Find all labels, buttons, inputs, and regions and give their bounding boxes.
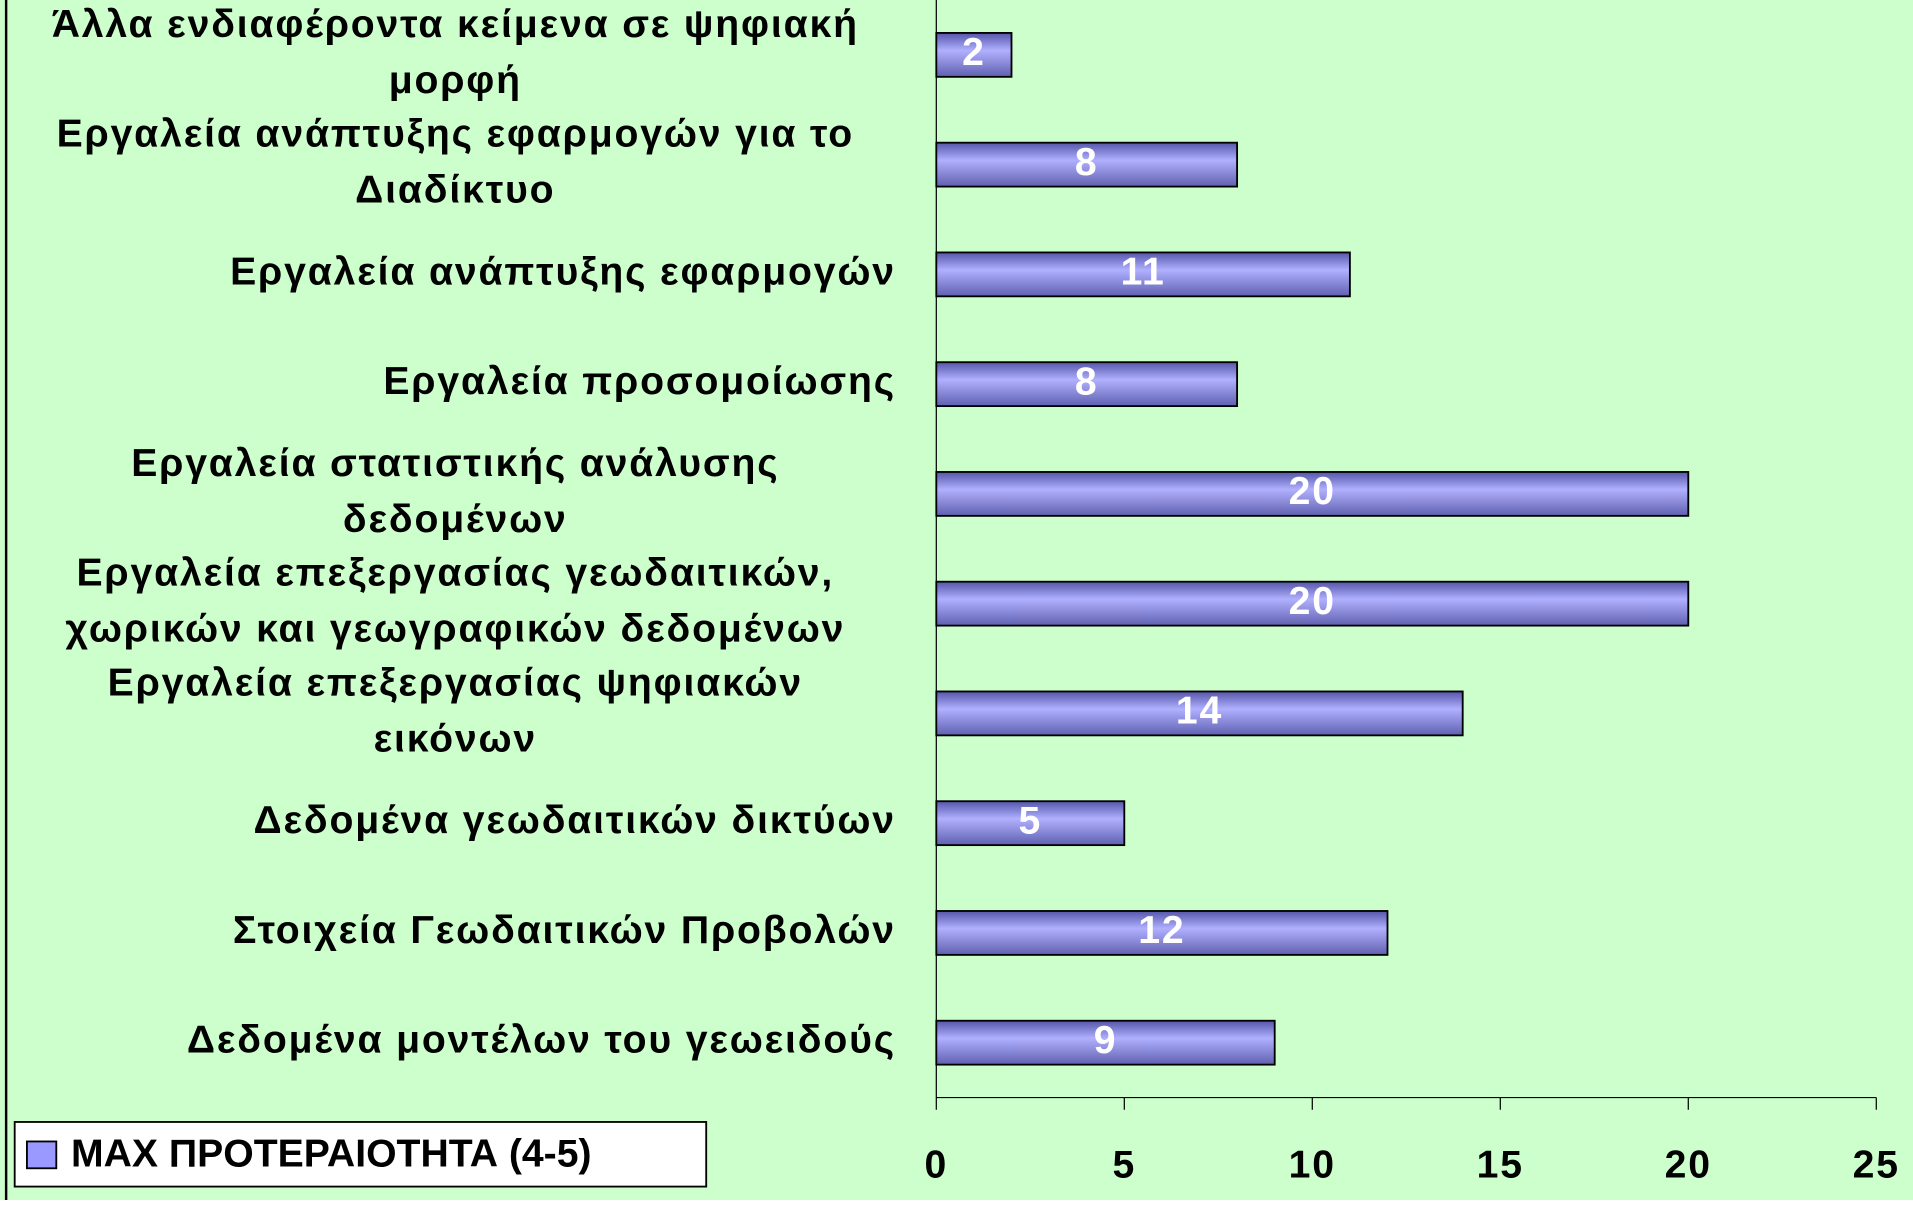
legend-box [13,1121,708,1188]
bar [935,690,1464,737]
y-tick-label: Εργαλεία ανάπτυξης εφαρμογών για το Διαδί… [57,113,854,212]
legend-label: ΜΑΧ ΠΡΟΤΕΡΑΙΟΤΗΤΑ (4-5) [71,1132,592,1175]
bar [935,251,1351,298]
y-tick-label: Εργαλεία στατιστικής ανάλυσης δεδομένων [131,442,779,541]
x-tick-label: 15 [1477,1143,1524,1186]
data-label: 20 [1289,580,1336,623]
bar [935,1019,1276,1066]
x-tick-label: 25 [1853,1143,1900,1186]
y-tick-label: Δεδομένα μοντέλων του γεωειδούς [187,1019,896,1062]
bar [935,910,1389,956]
data-label: 8 [1075,141,1099,184]
y-tick-label: Εργαλεία επεξεργασίας ψηφιακών εικόνων [108,662,803,761]
data-label: 14 [1176,690,1223,733]
data-label: 20 [1289,470,1336,513]
x-tick-label: 20 [1665,1143,1712,1186]
y-tick-label: Εργαλεία προσομοίωσης [383,361,896,404]
y-tick-label: Δεδομένα γεωδαιτικών δικτύων [254,800,896,843]
bar [935,580,1690,627]
bar [935,800,1126,847]
data-label: 8 [1075,361,1099,404]
bar [935,361,1239,408]
data-label: 2 [962,31,986,74]
bar [935,32,1013,78]
data-label: 9 [1094,1019,1118,1062]
y-tick-label: Εργαλεία ανάπτυξης εφαρμογών [230,251,896,294]
data-label: 11 [1121,251,1166,294]
bar [935,471,1690,517]
x-tick-label: 0 [924,1143,948,1186]
data-label: 12 [1138,909,1185,952]
y-tick-label: Άλλα ενδιαφέροντα κείμενα σε ψηφιακή μορφ… [52,3,859,102]
y-tick-label: Στοιχεία Γεωδαιτικών Προβολών [233,909,896,952]
x-tick-label: 5 [1112,1143,1136,1186]
bar [935,141,1239,188]
legend-swatch [26,1140,58,1170]
x-tick-label: 10 [1289,1143,1336,1186]
y-tick-label: Εργαλεία επεξεργασίας γεωδαιτικών, χωρικώ… [65,552,845,651]
data-label: 5 [1018,800,1042,843]
